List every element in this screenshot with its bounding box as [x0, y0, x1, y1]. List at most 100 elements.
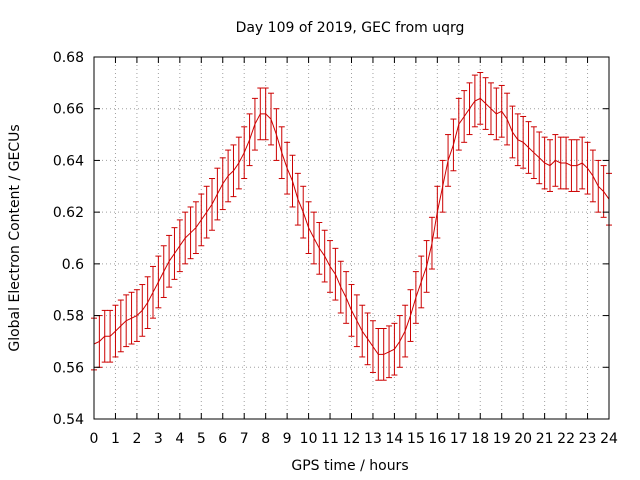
- error-bar: [251, 97, 258, 151]
- x-tick-label: 13: [364, 431, 382, 447]
- error-bar: [150, 265, 157, 319]
- error-bar: [321, 229, 328, 283]
- error-bar: [568, 139, 575, 192]
- error-bar: [412, 271, 419, 324]
- error-bar: [477, 72, 484, 125]
- error-bar: [471, 74, 478, 128]
- error-bar: [563, 136, 570, 190]
- error-bar: [380, 328, 387, 381]
- error-bar: [284, 141, 291, 195]
- y-tick-label: 0.68: [53, 50, 84, 66]
- y-tick-label: 0.66: [53, 102, 84, 118]
- error-bar: [144, 276, 151, 329]
- x-tick-label: 18: [471, 431, 489, 447]
- error-bar: [541, 136, 548, 190]
- error-bar: [445, 134, 452, 187]
- error-bar: [225, 149, 232, 203]
- error-bar: [171, 227, 178, 280]
- x-tick-label: 10: [300, 431, 318, 447]
- x-tick-label: 7: [240, 431, 249, 447]
- error-bar: [364, 312, 371, 366]
- error-bar: [353, 294, 360, 348]
- error-bar: [209, 178, 216, 231]
- error-bar: [514, 113, 521, 167]
- error-bar: [428, 216, 435, 270]
- error-bar: [278, 126, 285, 180]
- error-bar: [123, 294, 130, 348]
- chart-title: Day 109 of 2019, GEC from uqrg: [236, 20, 465, 36]
- x-tick-label: 4: [175, 431, 184, 447]
- error-bar: [300, 185, 307, 239]
- error-bar: [402, 304, 409, 358]
- error-bar: [552, 134, 559, 187]
- x-tick-label: 15: [407, 431, 425, 447]
- error-bar: [407, 289, 414, 342]
- x-tick-label: 24: [600, 431, 618, 447]
- error-bar: [316, 221, 323, 275]
- y-tick-label: 0.58: [53, 309, 84, 325]
- x-tick-label: 6: [218, 431, 227, 447]
- error-bar: [595, 159, 602, 213]
- error-bar: [128, 291, 135, 345]
- x-tick-label: 17: [450, 431, 468, 447]
- error-bar: [391, 322, 398, 376]
- error-bar: [343, 271, 350, 324]
- error-bar: [530, 126, 537, 180]
- error-bar: [101, 309, 108, 363]
- error-bar: [573, 139, 580, 192]
- x-tick-labels: 0 1 2 3 4 5 6 7 8 9 10 11 12 13 14 15 16 17 18 19 20 21 22 23 24: [90, 431, 618, 447]
- x-tick-label: 5: [197, 431, 206, 447]
- x-tick-label: 23: [579, 431, 597, 447]
- error-bar: [493, 87, 500, 141]
- data-series: [91, 72, 612, 381]
- x-tick-label: 3: [154, 431, 163, 447]
- error-bar: [305, 201, 312, 255]
- error-bar: [466, 82, 473, 136]
- error-bar: [257, 87, 264, 141]
- error-bar: [327, 240, 334, 293]
- y-axis-title: Global Electron Content / GECUs: [7, 124, 23, 351]
- x-axis-title: GPS time / hours: [291, 458, 408, 474]
- error-bar: [219, 157, 226, 211]
- error-bar: [434, 185, 441, 239]
- x-tick-label: 22: [557, 431, 575, 447]
- error-bar: [160, 245, 167, 298]
- error-bar: [418, 255, 425, 309]
- error-bar: [310, 211, 317, 265]
- error-bar: [96, 315, 103, 368]
- y-tick-label: 0.62: [53, 205, 84, 221]
- error-bar: [546, 139, 553, 192]
- error-bar: [187, 206, 194, 260]
- error-bar: [241, 126, 248, 180]
- error-bar: [262, 87, 269, 141]
- error-bar: [192, 201, 199, 255]
- error-bar: [230, 144, 237, 198]
- error-bar: [439, 159, 446, 213]
- error-bar: [450, 118, 457, 172]
- x-tick-label: 12: [343, 431, 361, 447]
- y-tick-label: 0.54: [53, 412, 84, 428]
- error-bar: [112, 304, 119, 358]
- error-bar: [289, 154, 296, 208]
- error-bar: [525, 121, 532, 174]
- error-bar: [423, 240, 430, 293]
- error-bar: [584, 141, 591, 195]
- x-tick-label: 16: [428, 431, 446, 447]
- error-bar: [482, 77, 489, 130]
- error-bar: [133, 289, 140, 342]
- error-bar: [359, 304, 366, 358]
- x-tick-label: 1: [111, 431, 120, 447]
- error-bar: [182, 211, 189, 265]
- error-bar: [235, 136, 242, 190]
- error-bar: [294, 172, 301, 226]
- error-bar: [337, 260, 344, 314]
- error-bar: [176, 219, 183, 273]
- error-bar: [107, 309, 114, 363]
- axis-ticks: [93, 56, 610, 420]
- error-bar: [273, 108, 280, 161]
- error-bar: [369, 320, 376, 373]
- error-bar: [557, 136, 564, 190]
- error-bar: [348, 284, 355, 337]
- error-bar: [487, 82, 494, 136]
